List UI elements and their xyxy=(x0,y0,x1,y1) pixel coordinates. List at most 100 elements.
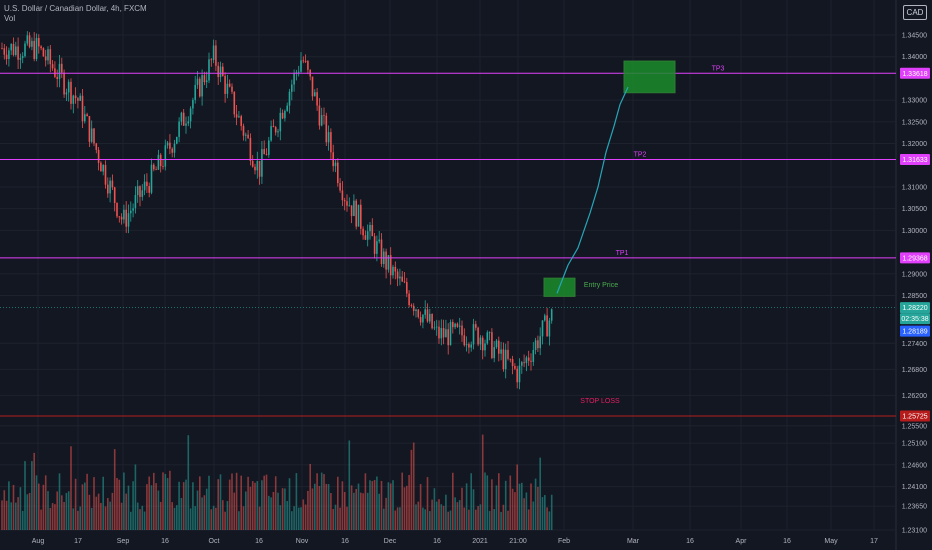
volume-bar xyxy=(343,492,346,530)
candle-body xyxy=(212,45,215,60)
volume-bar xyxy=(376,476,378,530)
volume-bar xyxy=(63,502,65,530)
candle-body xyxy=(447,329,449,346)
volume-bar xyxy=(56,491,58,530)
volume-bar xyxy=(182,482,185,530)
candle-body xyxy=(95,143,98,150)
volume-bar xyxy=(238,511,240,530)
volume-bar xyxy=(134,464,137,530)
volume-bar xyxy=(431,499,433,530)
candle-body xyxy=(228,83,231,87)
volume-bar xyxy=(417,501,420,530)
volume-bar xyxy=(58,473,61,530)
candle-body xyxy=(171,148,173,153)
volume-bar xyxy=(509,475,512,530)
candle-body xyxy=(159,154,162,167)
volume-bar xyxy=(258,506,261,530)
y-tick-label: 1.31000 xyxy=(902,184,927,191)
candle-body xyxy=(201,75,203,97)
price-label-text: 1.31633 xyxy=(902,157,927,164)
volume-bar xyxy=(346,506,348,530)
volume-bar xyxy=(233,492,236,530)
candle-body xyxy=(132,208,134,211)
candle-body xyxy=(176,136,178,144)
volume-bar xyxy=(164,473,167,530)
candle-body xyxy=(185,123,187,126)
candle-body xyxy=(12,43,15,55)
candle-body xyxy=(318,105,321,126)
volume-bar xyxy=(424,509,426,530)
candle-body xyxy=(412,305,415,311)
volume-bar xyxy=(153,472,155,530)
volume-bar xyxy=(265,474,268,530)
volume-bar xyxy=(401,472,403,530)
volume-bar xyxy=(245,491,247,530)
volume-bar xyxy=(484,472,486,530)
candle-body xyxy=(320,115,323,126)
volume-bar xyxy=(180,497,183,530)
candle-body xyxy=(415,309,417,311)
candle-body xyxy=(79,95,81,101)
volume-bar xyxy=(173,507,176,530)
candle-body xyxy=(442,328,445,338)
candle-body xyxy=(120,216,123,220)
candle-body xyxy=(58,63,61,80)
candle-body xyxy=(240,116,242,126)
candle-body xyxy=(173,143,176,153)
volume-bar xyxy=(5,500,8,530)
candle-body xyxy=(376,241,378,254)
candle-body xyxy=(511,359,514,367)
volume-bar xyxy=(475,509,477,530)
candle-body xyxy=(155,169,157,171)
countdown-label: 02:35:38 xyxy=(901,316,928,323)
candle-body xyxy=(150,164,153,193)
candle-body xyxy=(297,71,300,73)
volume-bar xyxy=(449,510,452,530)
price-label-box xyxy=(900,252,930,264)
volume-bar xyxy=(353,492,355,530)
candle-body xyxy=(54,68,56,77)
candle-body xyxy=(194,84,196,100)
volume-bar xyxy=(102,476,104,530)
candle-body xyxy=(125,209,127,227)
entry-price-label: Entry Price xyxy=(584,282,618,289)
volume-bar xyxy=(136,502,139,530)
volume-bar xyxy=(139,509,141,530)
candle-body xyxy=(166,142,169,146)
x-tick-label: 21:00 xyxy=(509,538,527,545)
volume-bar xyxy=(132,481,134,530)
volume-bar xyxy=(389,483,392,530)
price-label-box xyxy=(900,153,930,165)
x-tick-label: 2021 xyxy=(472,538,488,545)
y-tick-label: 1.25100 xyxy=(902,441,927,448)
candle-body xyxy=(355,200,357,227)
volume-bar xyxy=(261,480,263,530)
volume-bar xyxy=(249,486,252,530)
volume-bar xyxy=(127,485,130,530)
candle-body xyxy=(19,57,22,60)
candle-body xyxy=(518,365,521,383)
candle-body xyxy=(433,327,436,329)
x-tick-label: 16 xyxy=(341,538,349,545)
volume-bar xyxy=(332,508,334,530)
volume-bar xyxy=(130,511,132,530)
currency-button[interactable]: CAD xyxy=(903,5,927,20)
volume-bar xyxy=(408,474,410,530)
volume-bar xyxy=(293,506,295,530)
candle-body xyxy=(419,317,422,323)
volume-bar xyxy=(199,476,201,530)
candle-body xyxy=(360,204,362,229)
chart-header: U.S. Dollar / Canadian Dollar, 4h, FXCM … xyxy=(4,4,147,24)
candle-body xyxy=(38,38,40,47)
candle-body xyxy=(477,327,479,345)
volume-bar xyxy=(387,482,390,530)
candle-body xyxy=(369,224,371,232)
volume-bar xyxy=(104,506,107,530)
candle-body xyxy=(534,340,537,350)
y-tick-label: 1.26200 xyxy=(902,393,927,400)
volume-bar xyxy=(403,487,406,530)
candle-body xyxy=(49,49,52,65)
volume-bar xyxy=(511,488,514,530)
